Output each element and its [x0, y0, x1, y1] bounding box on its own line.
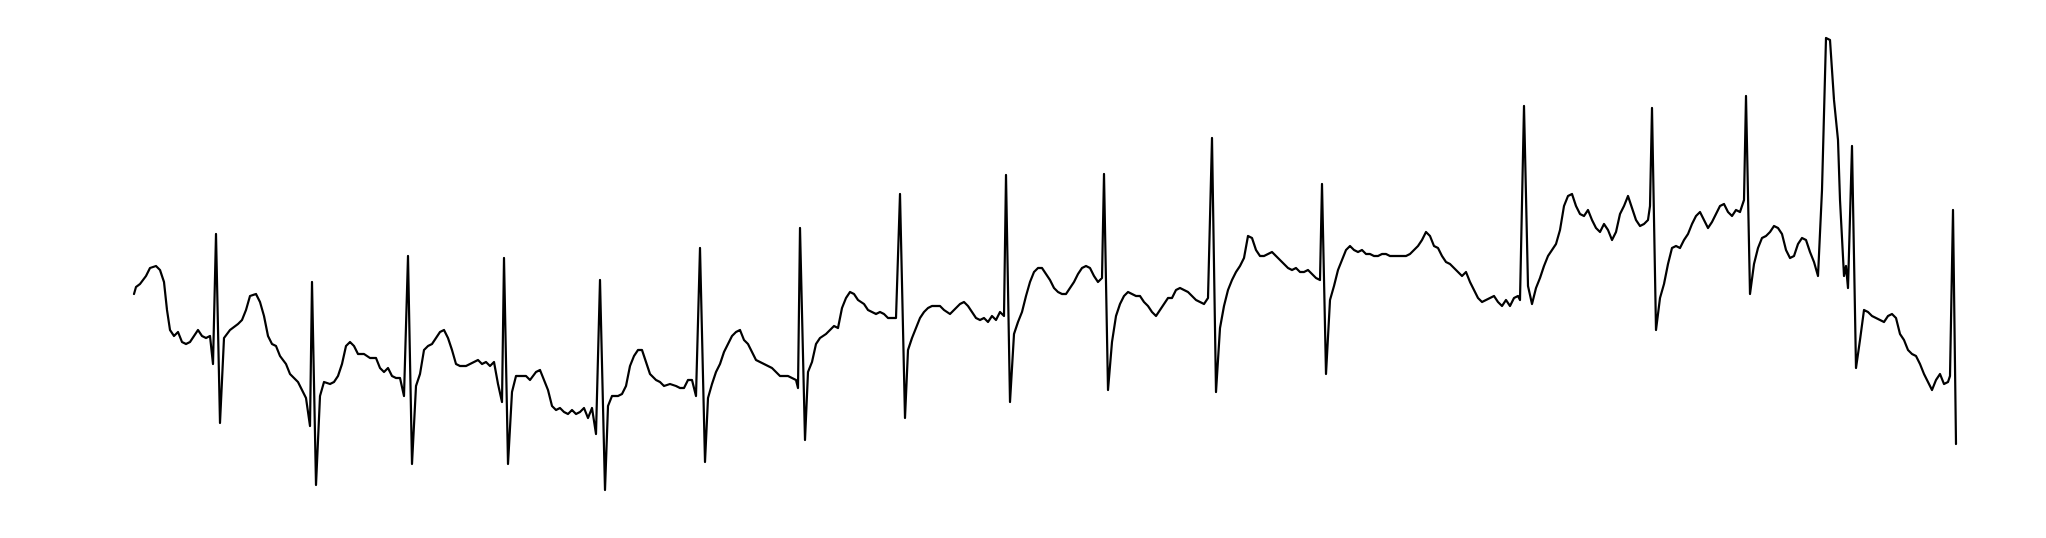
plot-background — [0, 0, 2046, 538]
ecg-chart — [0, 0, 2046, 538]
ecg-plot-area — [0, 0, 2046, 538]
